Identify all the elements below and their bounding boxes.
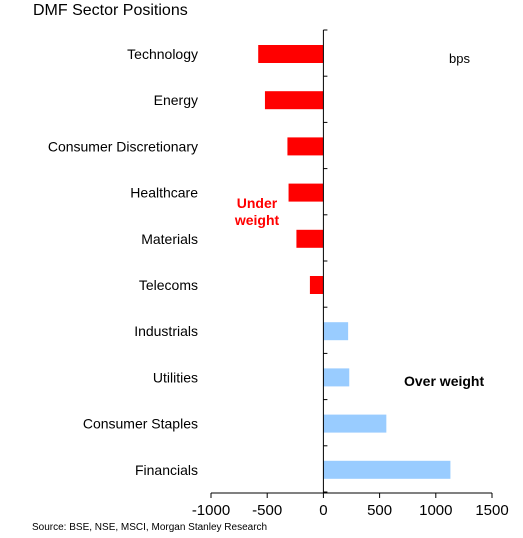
bar-8: [323, 414, 387, 433]
x-tick-label-2: 0: [319, 502, 327, 519]
bar-6: [323, 322, 349, 341]
category-label-8: Consumer Staples: [83, 416, 198, 432]
category-label-0: Technology: [127, 46, 198, 62]
bar-3: [288, 183, 324, 202]
bar-9: [323, 460, 451, 479]
x-tick-label-4: 1000: [419, 502, 452, 519]
bar-4: [296, 229, 324, 248]
source-note: Source: BSE, NSE, MSCI, Morgan Stanley R…: [32, 522, 268, 533]
category-label-1: Energy: [154, 92, 198, 108]
category-label-4: Materials: [141, 231, 198, 247]
x-tick-label-5: 1500: [475, 502, 508, 519]
chart-title: DMF Sector Positions: [33, 2, 188, 19]
bar-7: [323, 368, 350, 387]
category-label-3: Healthcare: [130, 185, 198, 201]
category-label-6: Industrials: [134, 323, 198, 339]
underweight-line1: Under: [236, 195, 278, 211]
category-label-5: Telecoms: [139, 277, 198, 293]
unit-label: bps: [449, 51, 470, 66]
x-tick-label-3: 500: [367, 502, 392, 519]
category-label-9: Financials: [135, 462, 198, 478]
category-label-7: Utilities: [153, 369, 198, 385]
overweight-annotation: Over weight: [404, 373, 485, 389]
bar-2: [287, 137, 324, 156]
underweight-annotation: Under weight: [222, 195, 292, 229]
underweight-line2: weight: [234, 212, 280, 228]
category-label-2: Consumer Discretionary: [48, 138, 198, 154]
x-tick-label-0: -1000: [192, 502, 230, 519]
bar-0: [258, 45, 324, 63]
bar-5: [309, 276, 324, 294]
bar-1: [264, 91, 324, 110]
x-tick-label-1: -500: [252, 502, 282, 519]
